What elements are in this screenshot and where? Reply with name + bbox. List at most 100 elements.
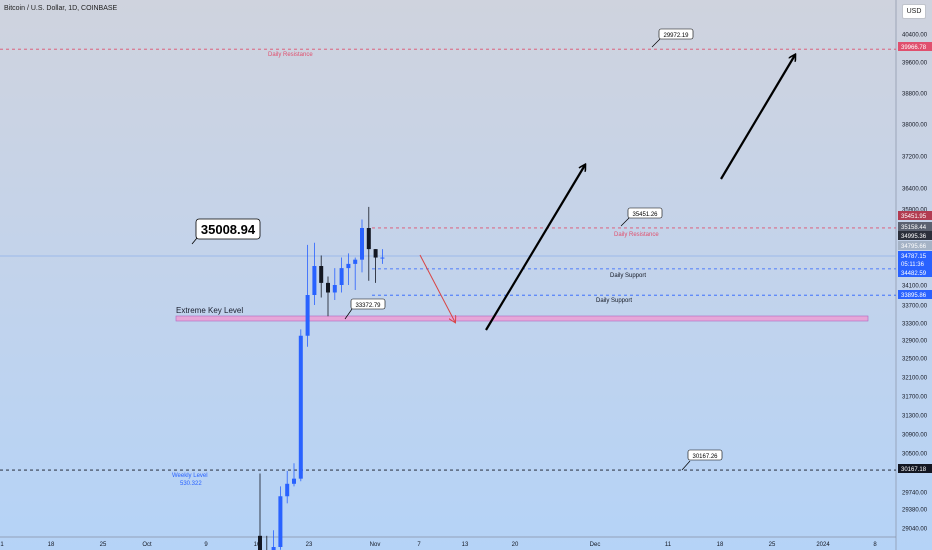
callout-1-text: 29972.19 xyxy=(663,33,689,39)
weekly-level-label: Weekly Level xyxy=(172,473,208,479)
price-label: 39966.78 xyxy=(901,45,927,51)
callout-3-pointer xyxy=(344,308,353,320)
y-tick-label: 30900.00 xyxy=(902,433,928,439)
daily-support-label-1: Daily Support xyxy=(610,273,646,279)
price-label-bg xyxy=(898,464,932,473)
callout-2-pointer xyxy=(620,217,630,227)
extreme-key-level-zone xyxy=(175,315,869,322)
y-tick-label: 32100.00 xyxy=(902,376,928,382)
y-tick-label: 31300.00 xyxy=(902,414,928,420)
big-price-callout-box xyxy=(195,218,261,240)
candle-body xyxy=(353,259,358,264)
candle-body xyxy=(326,282,330,293)
x-tick-label: 2024 xyxy=(816,542,830,548)
y-tick-label: 29740.00 xyxy=(902,491,928,497)
x-tick-label: 1 xyxy=(0,542,4,548)
daily-resistance-label-1: Daily Resistance xyxy=(268,52,313,58)
x-tick-label: 9 xyxy=(204,542,208,548)
big-price-callout-pointer xyxy=(191,237,198,245)
callout-2-box xyxy=(627,207,663,219)
candle-body xyxy=(278,496,283,547)
price-label: 30167.18 xyxy=(901,467,927,473)
callout-4-text: 30167.26 xyxy=(692,454,718,460)
y-tick-label: 34100.00 xyxy=(902,284,928,290)
y-tick-label: 38800.00 xyxy=(902,92,928,98)
y-tick-label: 33300.00 xyxy=(902,322,928,328)
callout-2-text: 35451.26 xyxy=(632,212,658,218)
candle-body xyxy=(285,483,290,497)
y-tick-label: 40400.00 xyxy=(902,33,928,39)
candle-body xyxy=(292,478,296,484)
price-label: 34795.66 xyxy=(901,244,927,250)
candle-body xyxy=(258,535,262,550)
price-label-bg xyxy=(898,251,932,260)
callout-4-pointer xyxy=(681,460,691,471)
candle-body xyxy=(319,266,324,283)
y-tick-label: 31700.00 xyxy=(902,395,928,401)
price-label-bg xyxy=(898,290,932,299)
price-label: 35451.95 xyxy=(901,214,927,220)
x-tick-label: 7 xyxy=(417,542,421,548)
x-tick-label: 11 xyxy=(665,542,672,548)
candle-body xyxy=(305,295,310,336)
weekly-level-value: 530.322 xyxy=(180,481,202,487)
x-tick-label: Oct xyxy=(142,542,152,548)
callout-3-text: 33372.79 xyxy=(355,303,381,309)
x-tick-label: 13 xyxy=(462,542,469,548)
candle-body xyxy=(360,228,364,260)
y-tick-label: 36400.00 xyxy=(902,187,928,193)
callout-1-pointer xyxy=(651,38,661,48)
candle-body xyxy=(380,257,385,259)
y-tick-label: 32900.00 xyxy=(902,339,928,345)
black-up-arrow-1 xyxy=(485,165,585,331)
candle-body xyxy=(312,266,317,295)
black-up-arrow-2 xyxy=(720,55,795,180)
price-label: 33895.86 xyxy=(901,293,927,299)
x-tick-label: Dec xyxy=(590,542,601,548)
price-label-bg xyxy=(898,268,932,277)
y-tick-label: 29040.00 xyxy=(902,527,928,533)
price-label-bg xyxy=(898,222,932,231)
y-tick-label: 32500.00 xyxy=(902,357,928,363)
y-tick-label: 30500.00 xyxy=(902,452,928,458)
daily-support-label-2: Daily Support xyxy=(596,298,632,304)
price-label: 34995.36 xyxy=(901,234,927,240)
candle-body xyxy=(271,547,276,550)
x-tick-label: 16 xyxy=(254,542,261,548)
daily-resistance-label-2: Daily Resistance xyxy=(614,232,659,238)
y-tick-label: 37200.00 xyxy=(902,155,928,161)
currency-button[interactable]: USD xyxy=(902,4,926,19)
x-tick-label: 20 xyxy=(512,542,519,548)
price-label-bg xyxy=(898,259,932,268)
candle-body xyxy=(366,228,371,250)
candle-body xyxy=(346,263,351,269)
y-tick-label: 39600.00 xyxy=(902,61,928,67)
price-label-bg xyxy=(898,42,932,51)
price-label-bg xyxy=(898,211,932,220)
x-tick-label: 23 xyxy=(306,542,313,548)
price-label: 35158.44 xyxy=(901,225,927,231)
callout-3-box xyxy=(350,298,386,310)
candle-body xyxy=(339,268,344,285)
x-tick-label: 18 xyxy=(717,542,724,548)
callout-1-box xyxy=(658,28,694,40)
y-tick-label: 35900.00 xyxy=(902,208,928,214)
price-label-bg xyxy=(898,241,932,250)
candle-body xyxy=(298,335,303,479)
x-tick-label: 25 xyxy=(100,542,107,548)
candle-body xyxy=(332,285,337,293)
price-label-bg xyxy=(898,231,932,240)
price-label: 34787.15 xyxy=(901,254,927,260)
y-tick-label: 29380.00 xyxy=(902,508,928,514)
price-label: 34482.59 xyxy=(901,271,927,277)
red-down-arrow xyxy=(419,254,455,322)
x-tick-label: Nov xyxy=(370,542,381,548)
y-tick-label: 33700.00 xyxy=(902,304,928,310)
y-tick-label: 38000.00 xyxy=(902,123,928,129)
x-tick-label: 18 xyxy=(48,542,55,548)
price-label: 05:11:36 xyxy=(901,262,925,268)
x-tick-label: 25 xyxy=(769,542,776,548)
extreme-key-level-label: Extreme Key Level xyxy=(176,306,243,315)
